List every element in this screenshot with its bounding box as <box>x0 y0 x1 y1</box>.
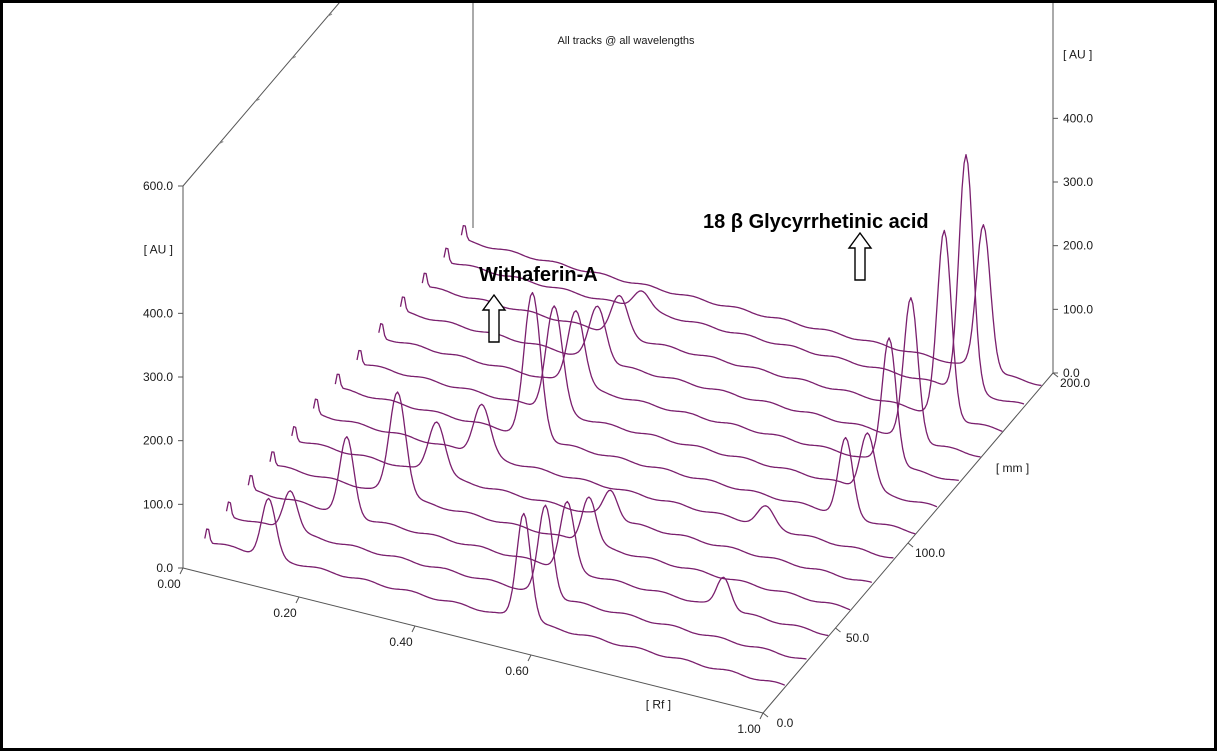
depth-tick <box>835 627 841 633</box>
rf-axis-line <box>182 567 764 714</box>
left-au-tick-label: 300.0 <box>143 370 173 384</box>
depth-axis-label: [ mm ] <box>996 461 1029 475</box>
depth-tick-label: 50.0 <box>846 631 870 645</box>
track-192mm-trace <box>460 224 1042 387</box>
annotation-label-0: Withaferin-A <box>479 264 598 286</box>
rf-tick-label: 0.40 <box>389 635 413 649</box>
rf-tick <box>411 625 416 633</box>
right-au-tick-label: 300.0 <box>1063 175 1093 189</box>
axis-frame <box>178 3 1059 720</box>
depth-tick-label: 100.0 <box>915 546 945 560</box>
track-15mm-trace <box>204 497 786 686</box>
top-edge-tick <box>291 56 296 59</box>
track-90mm-trace <box>312 398 894 559</box>
depth-tick-label: 0.0 <box>777 716 794 730</box>
right-au-tick-label: 200.0 <box>1063 239 1093 253</box>
rf-tick-label: 1.00 <box>737 722 761 736</box>
track-180mm-trace <box>443 153 1025 405</box>
peak-annotations: Withaferin-A 18 β Glycyrrhetinic acid <box>479 211 929 343</box>
track-165mm-trace <box>421 229 1003 433</box>
rf-tick-label: 0.00 <box>157 577 181 591</box>
rf-tick <box>527 654 532 662</box>
track-150mm-trace <box>399 296 981 458</box>
top-edge-tick <box>327 13 333 17</box>
track-30mm-trace <box>225 490 807 660</box>
annotation-label-1: 18 β Glycyrrhetinic acid <box>703 211 929 233</box>
right-au-axis-label: [ AU ] <box>1063 48 1092 62</box>
depth-tick-label: 200.0 <box>1060 376 1090 390</box>
depth-tick <box>1052 372 1059 378</box>
track-75mm-trace <box>291 421 872 584</box>
annotation-arrow-icon-0 <box>481 293 507 343</box>
top-edge-tick <box>219 141 224 144</box>
rf-tick-label: 0.60 <box>505 664 529 678</box>
left-top-line <box>182 3 340 187</box>
rf-tick <box>179 567 184 575</box>
track-traces <box>204 153 1042 686</box>
left-au-tick-label: 600.0 <box>143 179 173 193</box>
annotation-arrow-icon-1 <box>847 231 873 281</box>
track-105mm-trace <box>334 291 916 535</box>
rf-axis-label: [ Rf ] <box>646 697 671 711</box>
chart-title: All tracks @ all wavelengths <box>557 35 695 47</box>
rf-tick-label: 0.20 <box>273 606 297 620</box>
left-au-tick-label: 0.0 <box>156 561 173 575</box>
depth-tick <box>907 542 914 548</box>
track-135mm-trace <box>378 310 959 482</box>
rf-tick <box>759 712 764 720</box>
right-au-tick-label: 0.0 <box>1063 366 1080 380</box>
rf-tick <box>295 596 300 604</box>
right-au-tick-label: 400.0 <box>1063 111 1093 125</box>
left-au-tick-label: 200.0 <box>143 434 173 448</box>
track-45mm-trace <box>247 436 829 637</box>
axis-labels: 0.0 100.0 200.0 300.0 400.0 600.0 [ AU ] 0.0 100… <box>143 48 1093 736</box>
top-edge-tick <box>255 98 260 102</box>
left-au-axis-label: [ AU ] <box>144 243 173 257</box>
track-120mm-trace <box>356 305 938 508</box>
right-au-tick-label: 100.0 <box>1063 302 1093 316</box>
left-au-tick-label: 400.0 <box>143 306 173 320</box>
left-au-tick-label: 100.0 <box>143 497 173 511</box>
waterfall-chart: 0.0 100.0 200.0 300.0 400.0 600.0 [ AU ] 0.0 100… <box>143 3 1093 736</box>
depth-tick <box>762 712 769 718</box>
track-60mm-trace <box>269 391 851 611</box>
